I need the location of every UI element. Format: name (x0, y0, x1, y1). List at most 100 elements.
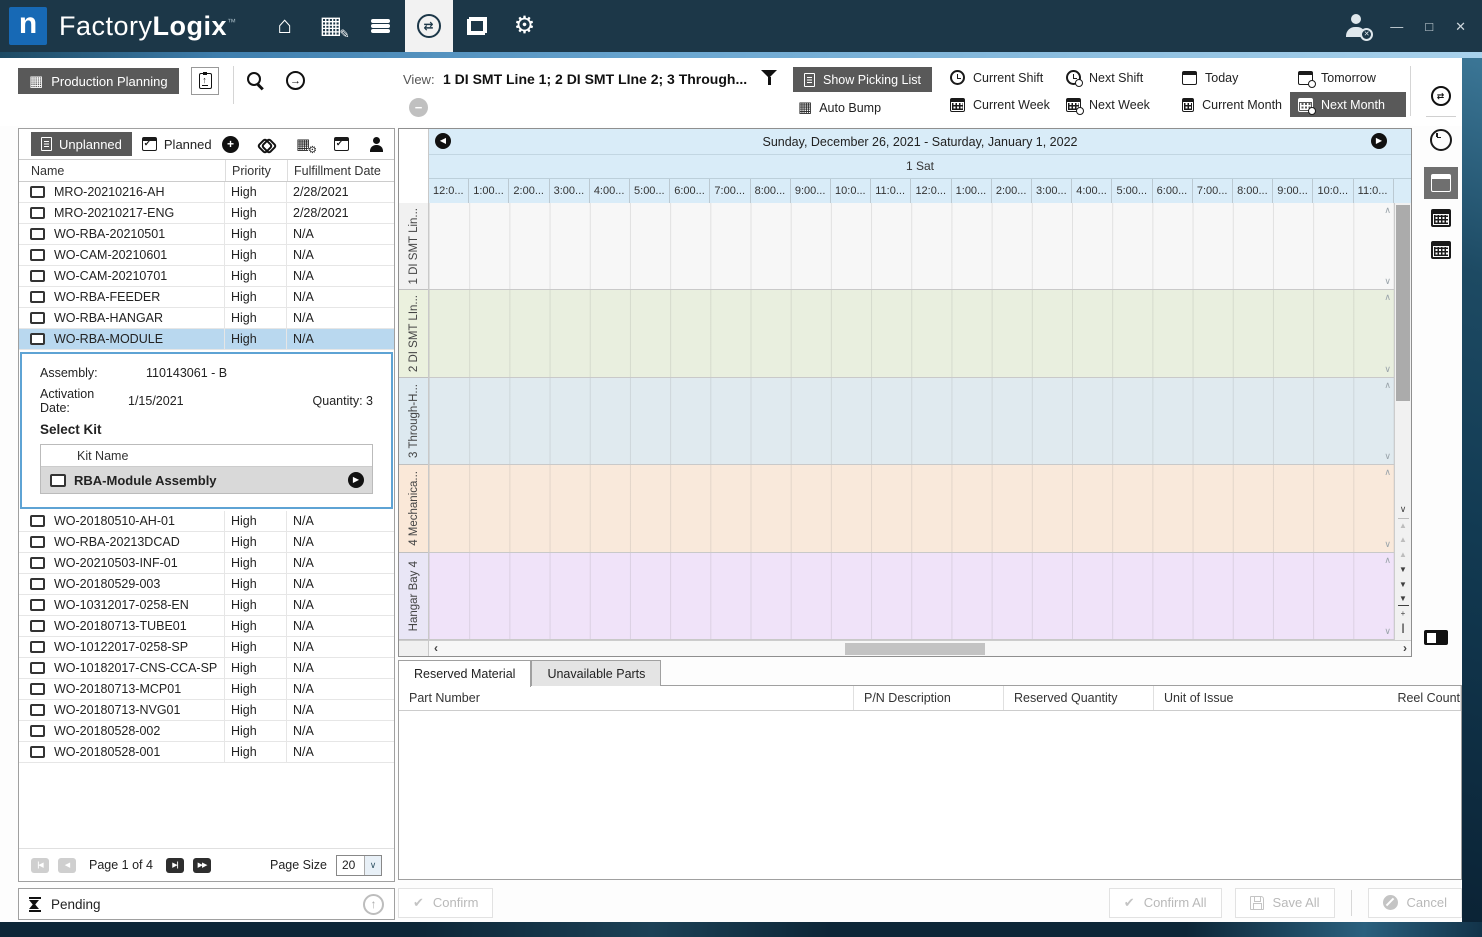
cancel-button[interactable]: Cancel (1367, 887, 1462, 918)
resource-schedule-row[interactable]: ∧ ∨ (429, 377, 1394, 466)
next-page-button[interactable]: ▶| (165, 857, 184, 873)
table-settings-icon[interactable]: ▦ ⚙ (296, 136, 317, 156)
resource-schedule-row[interactable]: ∧ ∨ (429, 290, 1394, 378)
row-checkbox[interactable] (30, 557, 45, 569)
previous-period-icon[interactable]: ◀ (435, 133, 451, 149)
row-checkbox[interactable] (30, 291, 45, 303)
go-to-icon[interactable]: → (286, 71, 305, 90)
nav-home[interactable]: ⌂ (261, 0, 309, 52)
work-order-row[interactable]: WO-RBA-HANGAR High N/A (19, 308, 394, 329)
row-checkbox[interactable] (30, 662, 45, 674)
close-button[interactable]: ✕ (1455, 18, 1466, 34)
row-checkbox[interactable] (30, 620, 45, 632)
add-work-order-icon[interactable]: + (222, 135, 239, 153)
work-order-row[interactable]: WO-10182017-CNS-CCA-SP High N/A (19, 658, 394, 679)
row-scroll-down-icon[interactable]: ∨ (1384, 363, 1391, 374)
range-button[interactable]: Next Week (1058, 92, 1174, 117)
nav-settings[interactable]: ⚙ (501, 0, 549, 52)
remove-view-icon[interactable]: − (409, 98, 428, 117)
range-button[interactable]: Today (1174, 65, 1290, 90)
row-scroll-up-icon[interactable]: ∧ (1384, 292, 1391, 303)
page-down-icon[interactable]: ▼ (1399, 580, 1407, 589)
step-down-icon[interactable]: ▼ (1399, 565, 1407, 574)
day-view-icon[interactable] (1423, 167, 1458, 199)
material-column[interactable]: Part Number (399, 686, 854, 710)
confirm-all-button[interactable]: ✔ Confirm All (1108, 887, 1222, 918)
resource-schedule-row[interactable]: ∧ ∨ (429, 552, 1394, 641)
scroll-to-top-icon[interactable]: ▲ (1397, 518, 1409, 532)
next-period-icon[interactable]: ▶ (1371, 133, 1387, 149)
work-order-row[interactable]: WO-20180510-AH-01 High N/A (19, 511, 394, 532)
step-up-icon[interactable]: ▲ (1399, 550, 1407, 559)
zoom-in-icon[interactable]: + (1400, 609, 1406, 618)
scroll-down-icon[interactable]: ∨ (1399, 504, 1407, 514)
column-priority[interactable]: Priority (225, 160, 287, 181)
row-scroll-down-icon[interactable]: ∨ (1384, 276, 1391, 287)
resource-label[interactable]: Hangar Bay 4 (399, 552, 428, 641)
link-icon[interactable] (259, 137, 276, 151)
row-scroll-down-icon[interactable]: ∨ (1384, 626, 1391, 637)
work-order-row[interactable]: WO-RBA-20213DCAD High N/A (19, 532, 394, 553)
row-checkbox[interactable] (30, 333, 45, 345)
show-picking-list-button[interactable]: Show Picking List (793, 67, 932, 92)
schedule-check-icon[interactable]: ✔ (334, 137, 349, 151)
previous-page-button[interactable]: ◀ (58, 857, 76, 873)
work-order-row[interactable]: WO-RBA-20210501 High N/A (19, 224, 394, 245)
auto-bump-button[interactable]: ▦ Auto Bump (798, 100, 881, 115)
row-checkbox[interactable] (30, 536, 45, 548)
view-value[interactable]: 1 DI SMT Line 1; 2 DI SMT LIne 2; 3 Thro… (443, 71, 748, 87)
work-order-row[interactable]: MRO-20210217-ENG High 2/28/2021 (19, 203, 394, 224)
filter-icon[interactable] (761, 69, 777, 85)
column-fulfillment-date[interactable]: Fulfillment Date (287, 160, 394, 181)
row-scroll-down-icon[interactable]: ∨ (1384, 538, 1391, 549)
panel-toggle-icon[interactable] (1424, 630, 1448, 645)
resource-label[interactable]: 4 Mechanica... (399, 465, 428, 553)
material-tab[interactable]: Reserved Material (398, 660, 532, 687)
range-button[interactable]: Next Month (1290, 92, 1406, 117)
row-checkbox[interactable] (30, 746, 45, 758)
nav-materials[interactable] (357, 0, 405, 52)
zoom-fit-icon[interactable]: | (1401, 623, 1405, 634)
range-button[interactable]: Next Shift (1058, 65, 1174, 90)
minimize-button[interactable]: — (1390, 18, 1404, 34)
row-checkbox[interactable] (30, 312, 45, 324)
row-scroll-up-icon[interactable]: ∧ (1384, 205, 1391, 215)
row-checkbox[interactable] (30, 228, 45, 240)
row-checkbox[interactable] (30, 641, 45, 653)
row-checkbox[interactable] (30, 270, 45, 282)
row-checkbox[interactable] (30, 207, 45, 219)
resource-schedule-row[interactable]: ∧ ∨ (429, 465, 1394, 553)
work-order-row[interactable]: WO-20180713-TUBE01 High N/A (19, 616, 394, 637)
page-size-select[interactable]: 20 ∨ (336, 854, 382, 876)
row-scroll-up-icon[interactable]: ∧ (1384, 379, 1391, 390)
row-checkbox[interactable] (30, 683, 45, 695)
nav-documents[interactable] (453, 0, 501, 52)
work-order-row[interactable]: MRO-20210216-AH High 2/28/2021 (19, 182, 394, 203)
tab-unplanned[interactable]: Unplanned (31, 132, 132, 156)
material-column[interactable]: Unit of Issue (1164, 691, 1234, 705)
person-icon[interactable] (369, 136, 384, 152)
last-page-button[interactable]: ▶▶ (192, 857, 211, 873)
row-checkbox[interactable] (30, 249, 45, 261)
production-planning-button[interactable]: ▦ Production Planning (18, 68, 179, 94)
scroll-left-icon[interactable]: ‹ (434, 641, 438, 655)
work-order-row[interactable]: WO-RBA-FEEDER High N/A (19, 287, 394, 308)
row-scroll-up-icon[interactable]: ∧ (1384, 554, 1391, 565)
refresh-icon[interactable]: ⇄ (1430, 86, 1451, 106)
horizontal-scrollbar-thumb[interactable] (845, 642, 985, 655)
work-order-row[interactable]: WO-CAM-20210601 High N/A (19, 245, 394, 266)
material-tab[interactable]: Unavailable Parts (531, 660, 662, 686)
confirm-button[interactable]: ✔ Confirm (398, 887, 494, 918)
nav-scheduling[interactable]: ⇄ (404, 0, 453, 52)
material-column[interactable]: Reserved Quantity (1004, 686, 1154, 710)
send-to-board-button[interactable] (191, 67, 219, 95)
expand-pending-icon[interactable]: ↑ (363, 893, 384, 915)
range-button[interactable]: Tomorrow (1290, 65, 1406, 90)
work-order-row[interactable]: WO-20180528-002 High N/A (19, 721, 394, 742)
work-order-row[interactable]: WO-20180529-003 High N/A (19, 574, 394, 595)
work-order-row[interactable]: WO-10312017-0258-EN High N/A (19, 595, 394, 616)
kit-checkbox[interactable] (50, 473, 66, 487)
vertical-scrollbar-thumb[interactable] (1396, 205, 1410, 401)
maximize-button[interactable]: □ (1425, 18, 1434, 34)
column-name[interactable]: Name (31, 163, 65, 178)
